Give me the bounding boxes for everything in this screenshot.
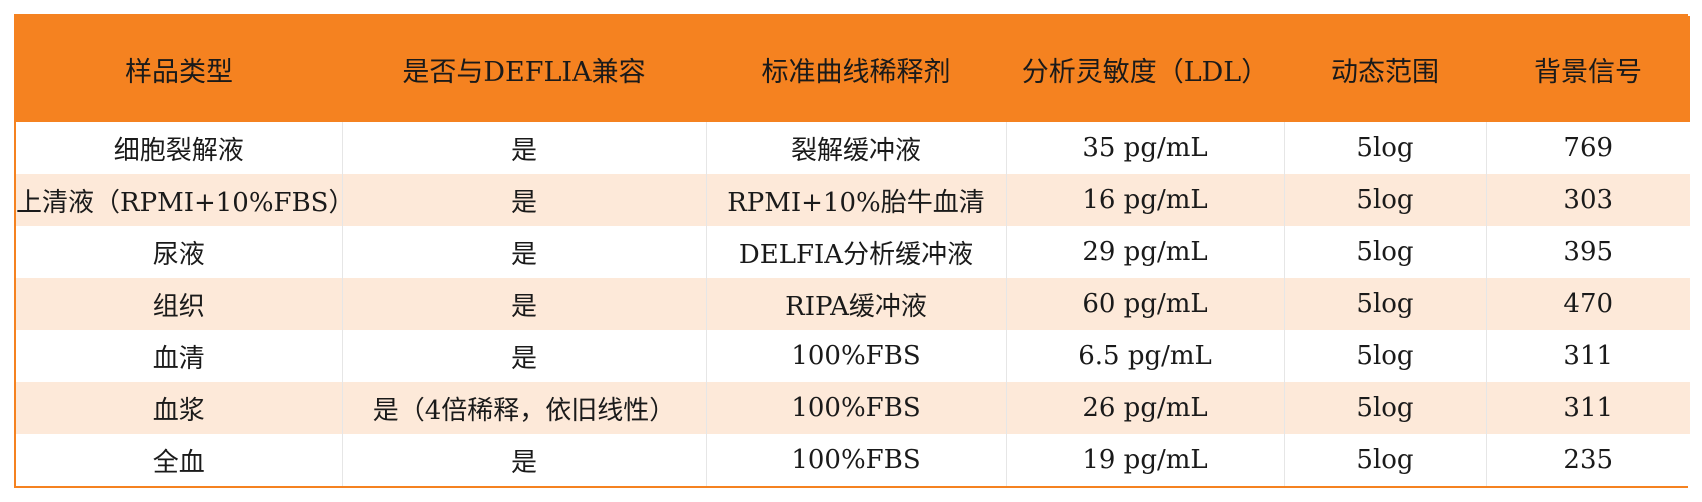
cell-delfia-compatible: 是 xyxy=(341,330,706,382)
header-sensitivity: 分析灵敏度（LDL） xyxy=(1021,56,1269,88)
cell-sensitivity: 16 pg/mL xyxy=(1005,174,1284,226)
table-row: 组织 是 RIPA缓冲液 60 pg/mL 5log 470 xyxy=(16,278,1690,330)
cell-sensitivity: 60 pg/mL xyxy=(1005,278,1284,330)
cell-sensitivity: 29 pg/mL xyxy=(1005,226,1284,278)
cell-background-signal: 769 xyxy=(1485,122,1690,174)
cell-delfia-compatible: 是 xyxy=(341,434,706,486)
cell-dynamic-range: 5log xyxy=(1283,226,1486,278)
cell-standard-diluent: RPMI+10%胎牛血清 xyxy=(705,174,1006,226)
sample-compatibility-table: 样品类型 是否与DEFLIA兼容 标准曲线稀释剂 分析灵敏度（LDL） 动态范围… xyxy=(16,16,1690,486)
cell-delfia-compatible: 是 xyxy=(341,226,706,278)
cell-sensitivity: 19 pg/mL xyxy=(1005,434,1284,486)
table-body: 细胞裂解液 是 裂解缓冲液 35 pg/mL 5log 769 上清液（RPMI… xyxy=(16,122,1690,486)
table-row: 细胞裂解液 是 裂解缓冲液 35 pg/mL 5log 769 xyxy=(16,122,1690,174)
cell-background-signal: 395 xyxy=(1485,226,1690,278)
cell-dynamic-range: 5log xyxy=(1283,122,1486,174)
cell-dynamic-range: 5log xyxy=(1283,174,1486,226)
table-row: 血清 是 100%FBS 6.5 pg/mL 5log 311 xyxy=(16,330,1690,382)
cell-sample-type: 血浆 xyxy=(152,395,205,426)
table-row: 全血 是 100%FBS 19 pg/mL 5log 235 xyxy=(16,434,1690,486)
cell-delfia-compatible: 是 xyxy=(341,174,706,226)
header-standard-diluent: 标准曲线稀释剂 xyxy=(761,56,951,88)
cell-dynamic-range: 5log xyxy=(1283,382,1486,434)
cell-delfia-compatible: 是 xyxy=(341,122,706,174)
cell-standard-diluent: 100%FBS xyxy=(705,382,1006,434)
cell-background-signal: 303 xyxy=(1485,174,1690,226)
table-row: 上清液（RPMI+10%FBS） 是 RPMI+10%胎牛血清 16 pg/mL… xyxy=(16,174,1690,226)
cell-sample-type: 组织 xyxy=(152,291,205,322)
header-row: 样品类型 是否与DEFLIA兼容 标准曲线稀释剂 分析灵敏度（LDL） 动态范围… xyxy=(16,16,1690,122)
header-background-signal: 背景信号 xyxy=(1534,56,1642,88)
cell-sensitivity: 26 pg/mL xyxy=(1005,382,1284,434)
header-sample-type: 样品类型 xyxy=(125,56,233,88)
cell-delfia-compatible: 是 xyxy=(341,278,706,330)
cell-delfia-compatible: 是（4倍稀释，依旧线性） xyxy=(341,382,706,434)
table-row: 尿液 是 DELFIA分析缓冲液 29 pg/mL 5log 395 xyxy=(16,226,1690,278)
cell-background-signal: 235 xyxy=(1485,434,1690,486)
header-dynamic-range: 动态范围 xyxy=(1331,56,1439,88)
table-header: 样品类型 是否与DEFLIA兼容 标准曲线稀释剂 分析灵敏度（LDL） 动态范围… xyxy=(16,16,1690,122)
cell-standard-diluent: RIPA缓冲液 xyxy=(705,278,1006,330)
cell-sensitivity: 35 pg/mL xyxy=(1005,122,1284,174)
cell-standard-diluent: 裂解缓冲液 xyxy=(705,122,1006,174)
header-delfia-compatible: 是否与DEFLIA兼容 xyxy=(402,56,646,88)
table-row: 血浆 是（4倍稀释，依旧线性） 100%FBS 26 pg/mL 5log 31… xyxy=(16,382,1690,434)
cell-sensitivity: 6.5 pg/mL xyxy=(1005,330,1284,382)
cell-dynamic-range: 5log xyxy=(1283,434,1486,486)
cell-standard-diluent: DELFIA分析缓冲液 xyxy=(705,226,1006,278)
cell-background-signal: 470 xyxy=(1485,278,1690,330)
cell-sample-type: 血清 xyxy=(152,343,205,374)
cell-standard-diluent: 100%FBS xyxy=(705,434,1006,486)
cell-background-signal: 311 xyxy=(1485,330,1690,382)
cell-sample-type: 细胞裂解液 xyxy=(113,135,244,166)
sample-compatibility-table-container: 样品类型 是否与DEFLIA兼容 标准曲线稀释剂 分析灵敏度（LDL） 动态范围… xyxy=(14,14,1690,488)
cell-dynamic-range: 5log xyxy=(1283,278,1486,330)
cell-sample-type: 尿液 xyxy=(152,239,205,270)
cell-sample-type: 全血 xyxy=(152,447,205,478)
cell-sample-type: 上清液（RPMI+10%FBS） xyxy=(16,187,355,218)
cell-standard-diluent: 100%FBS xyxy=(705,330,1006,382)
cell-dynamic-range: 5log xyxy=(1283,330,1486,382)
cell-background-signal: 311 xyxy=(1485,382,1690,434)
